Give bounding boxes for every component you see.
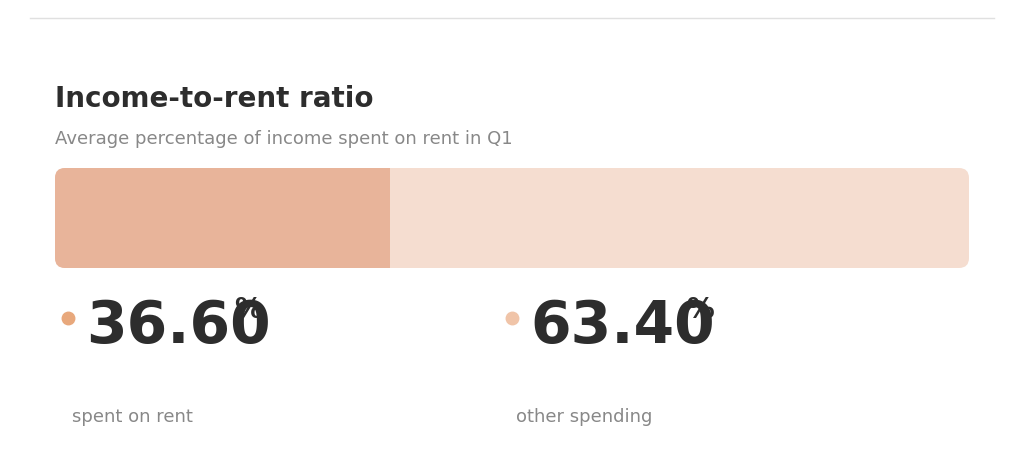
Text: spent on rent: spent on rent — [72, 408, 193, 426]
FancyBboxPatch shape — [55, 168, 399, 268]
Text: 63.40: 63.40 — [530, 298, 715, 355]
Text: 36.60: 36.60 — [86, 298, 270, 355]
Text: Average percentage of income spent on rent in Q1: Average percentage of income spent on re… — [55, 130, 513, 148]
Text: other spending: other spending — [516, 408, 652, 426]
Text: Income-to-rent ratio: Income-to-rent ratio — [55, 85, 374, 113]
Text: %: % — [686, 296, 714, 324]
Bar — [389, 168, 401, 268]
Text: %: % — [234, 296, 262, 324]
FancyBboxPatch shape — [55, 168, 969, 268]
